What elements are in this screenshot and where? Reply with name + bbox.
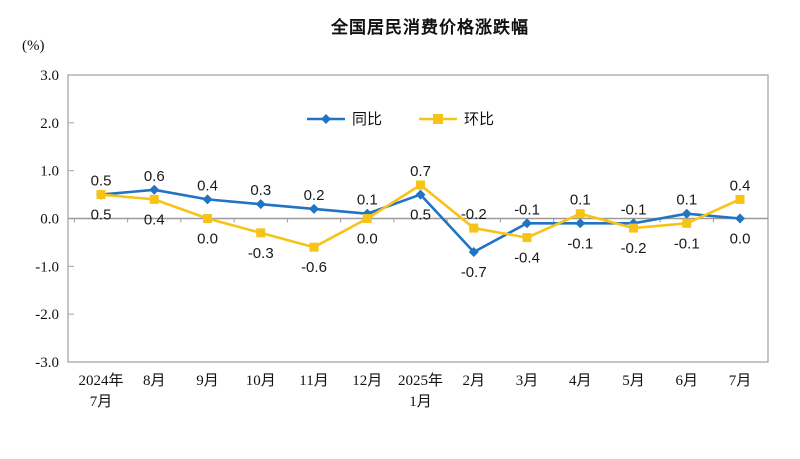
data-label: -0.2 [461, 206, 487, 223]
chart-legend: 同比 环比 [0, 108, 800, 129]
data-point-marker-同比 [149, 184, 160, 195]
data-label: 0.0 [357, 231, 378, 248]
x-tick-label: 7月 [90, 394, 113, 410]
chart-title: 全国居民消费价格涨跌幅 [331, 18, 529, 37]
data-point-marker-同比 [575, 218, 586, 229]
data-label: 0.5 [410, 207, 431, 224]
data-point-marker-环比 [735, 194, 745, 204]
x-tick-label: 6月 [675, 373, 698, 389]
data-label: -0.3 [248, 245, 274, 262]
data-label: -0.6 [301, 259, 327, 276]
x-tick-label: 1月 [409, 394, 432, 410]
data-label: -0.2 [621, 240, 647, 257]
data-label: 0.4 [730, 177, 751, 194]
x-tick-label: 7月 [729, 373, 752, 389]
data-point-marker-环比 [682, 218, 692, 228]
y-tick-label: 2.0 [40, 116, 59, 132]
x-tick-label: 2025年 [398, 372, 443, 389]
x-tick-label: 5月 [622, 373, 645, 389]
y-axis-unit-label: (%) [22, 38, 45, 54]
data-point-marker-同比 [522, 218, 532, 229]
data-label: 0.1 [570, 192, 591, 209]
data-point-marker-环比 [149, 194, 159, 204]
data-point-marker-同比 [468, 246, 479, 257]
data-point-marker-环比 [309, 242, 319, 252]
data-label: 0.2 [304, 187, 325, 204]
legend-item-huanbi: 环比 [418, 108, 494, 129]
data-point-marker-同比 [735, 213, 745, 224]
data-point-marker-同比 [202, 194, 213, 205]
x-tick-label: 11月 [299, 373, 328, 389]
y-tick-label: -1.0 [35, 259, 59, 275]
data-point-marker-同比 [681, 208, 692, 219]
data-point-marker-环比 [575, 209, 585, 219]
data-label: -0.1 [674, 235, 700, 252]
y-tick-label: -2.0 [35, 307, 59, 323]
data-point-marker-环比 [629, 223, 638, 233]
y-tick-label: 0.0 [40, 212, 59, 228]
data-label: -0.7 [461, 264, 487, 281]
data-label: 0.0 [730, 231, 751, 248]
data-label: 0.4 [144, 211, 165, 228]
data-point-marker-同比 [309, 203, 319, 214]
data-label: -0.1 [514, 201, 540, 218]
data-point-marker-环比 [416, 180, 425, 190]
data-point-marker-环比 [522, 233, 532, 243]
data-point-marker-同比 [255, 199, 266, 210]
data-label: -0.4 [514, 250, 540, 267]
x-tick-label: 3月 [516, 373, 539, 389]
x-tick-label: 4月 [569, 373, 592, 389]
legend-label-tongbi: 同比 [351, 111, 382, 128]
data-point-marker-环比 [362, 214, 372, 223]
x-tick-label: 2月 [462, 373, 485, 389]
data-point-marker-环比 [256, 228, 266, 238]
x-tick-label: 9月 [196, 373, 219, 389]
data-point-marker-环比 [96, 190, 106, 200]
data-label: 0.1 [676, 192, 697, 209]
y-tick-label: -3.0 [35, 355, 59, 371]
data-label: 0.3 [250, 182, 271, 199]
data-label: -0.1 [621, 201, 647, 218]
x-tick-label: 12月 [352, 373, 382, 389]
data-point-marker-环比 [203, 214, 212, 223]
data-label: 0.6 [144, 168, 165, 185]
data-point-marker-环比 [469, 223, 479, 233]
data-label: 0.5 [91, 207, 112, 224]
y-tick-label: 3.0 [40, 68, 59, 84]
data-label: 0.4 [197, 177, 218, 194]
x-tick-label: 10月 [246, 373, 276, 389]
huanbi-line-marker-icon [419, 113, 457, 124]
data-label: 0.0 [197, 231, 218, 248]
data-point-marker-同比 [415, 189, 426, 200]
data-label: -0.1 [567, 235, 593, 252]
data-label: 0.5 [91, 173, 112, 190]
y-tick-label: 1.0 [40, 164, 59, 180]
x-tick-label: 8月 [143, 373, 166, 389]
x-tick-label: 2024年 [78, 372, 123, 389]
legend-item-tongbi: 同比 [306, 108, 382, 129]
tongbi-line-marker-icon [306, 113, 345, 124]
data-label: 0.1 [357, 192, 378, 209]
legend-label-huanbi: 环比 [464, 111, 495, 128]
data-label: 0.7 [410, 163, 431, 180]
